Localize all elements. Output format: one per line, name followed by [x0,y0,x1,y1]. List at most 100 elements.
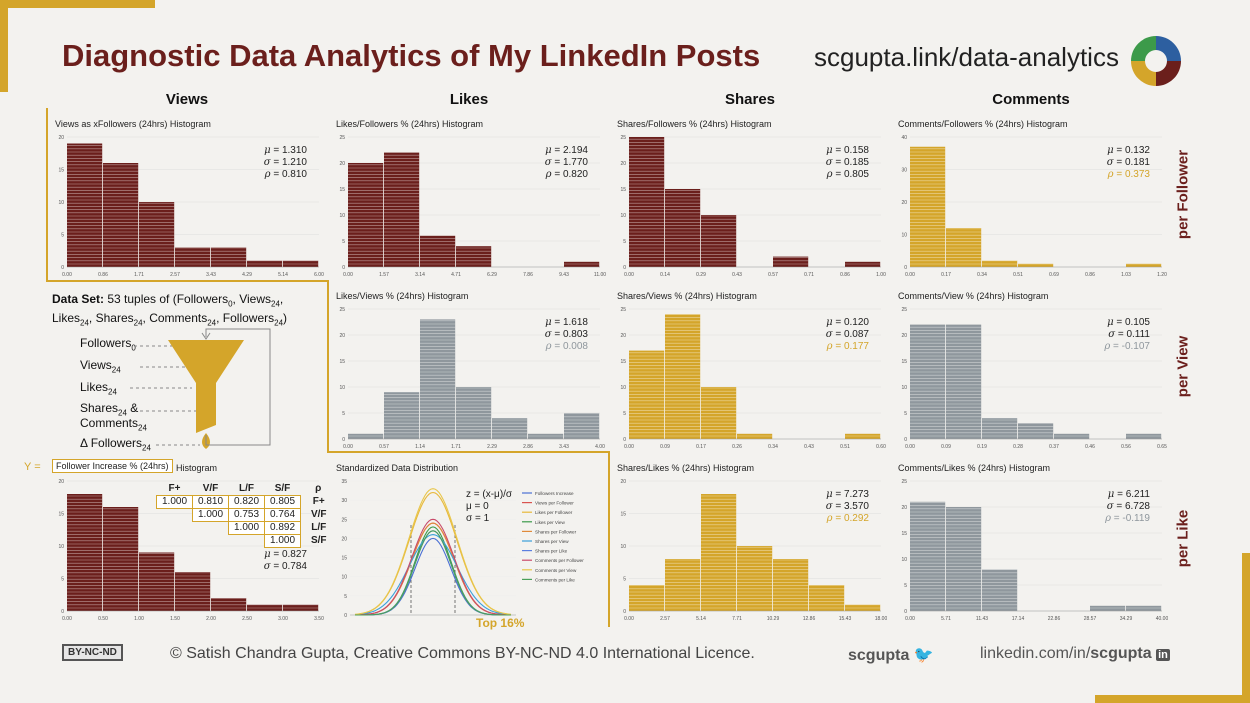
x-tick-label: 3.00 [278,616,288,622]
histogram-title: Comments/Likes % (24hrs) Histogram [898,463,1051,473]
histogram-bar [1126,433,1162,439]
histogram-bar [67,143,103,267]
funnel-label-views: Views24 [80,358,121,375]
x-tick-label: 2.57 [660,616,670,622]
histogram-bar [67,494,103,611]
x-tick-label: 6.29 [487,272,497,278]
x-tick-label: 0.71 [804,272,814,278]
std-title: Standardized Data Distribution [336,463,459,473]
y-tick-label: 15 [620,512,626,518]
x-tick-label: 40.00 [1156,616,1168,622]
corner-accent [0,0,155,8]
x-tick-label: 1.00 [134,616,144,622]
top-percent-label: Top 16% [476,616,525,630]
histogram-bar [1090,605,1126,611]
y-tick-label: 15 [620,187,626,193]
y-tick-label: 5 [623,577,626,583]
licence-text: © Satish Chandra Gupta, Creative Commons… [170,645,755,662]
y-tick-label: 15 [341,556,347,562]
histogram-bar [665,314,701,439]
x-tick-label: 0.00 [62,616,72,622]
x-tick-label: 0.51 [1013,272,1023,278]
corr-cell: 0.820 [228,494,265,509]
x-tick-label: 3.14 [415,272,425,278]
legend-label: Comments per Like [535,577,575,582]
corr-cell: 0.892 [264,520,301,535]
funnel-label-likes: Likes24 [80,380,117,397]
y-tick-label: 30 [341,498,347,504]
histogram-bar [564,261,600,267]
histogram-bar [737,546,773,611]
y-tick-label: 0 [61,265,64,271]
stats-block: μ = 6.211 σ = 6.728 ρ = -0.119 [1105,489,1150,524]
x-tick-label: 1.50 [170,616,180,622]
cc-badge: BY-NC-ND [62,644,123,661]
y-tick-label: 25 [341,517,347,523]
x-tick-label: 0.00 [62,272,72,278]
histogram-title: Likes/Views % (24hrs) Histogram [336,291,469,301]
x-tick-label: 2.86 [523,444,533,450]
histogram-bar [283,604,319,611]
y-tick-label: 40 [901,135,907,141]
x-tick-label: 9.43 [559,272,569,278]
y-tick-label: 20 [901,505,907,511]
stats-block: μ = 2.194 σ = 1.770 ρ = 0.820 [544,145,588,180]
y-tick-label: 20 [58,479,64,485]
y-tick-label: 10 [339,213,345,219]
twitter-handle[interactable]: scgupta 🐦 [848,647,934,664]
stats-block: μ = 1.618 σ = 0.803 ρ = 0.008 [544,317,588,352]
corr-cell: 1.000 [264,533,301,548]
y-equals-label: Y = [24,461,41,473]
site-link[interactable]: scgupta.link/data-analytics [814,42,1119,72]
y-tick-label: 0 [344,613,347,619]
histogram-title: Shares/Likes % (24hrs) Histogram [617,463,755,473]
y-tick-label: 20 [620,479,626,485]
legend-label: Comments per View [535,568,577,573]
x-tick-label: 0.34 [768,444,778,450]
funnel-label-comments: Comments24 [80,416,147,433]
linkedin-link[interactable]: linkedin.com/in/scgupta in [980,645,1170,662]
divider [46,280,328,282]
y-tick-label: 10 [58,544,64,550]
histogram-bar [982,569,1018,611]
y-tick-label: 0 [904,437,907,443]
stats-block: μ = 1.310 σ = 1.210 ρ = 0.810 [263,145,307,180]
y-tick-label: 20 [339,161,345,167]
histogram-bar [103,163,139,267]
histogram-title: Likes/Followers % (24hrs) Histogram [336,119,484,129]
histogram-bar [247,604,283,611]
histogram-bar [701,387,737,439]
histogram-bar [175,572,211,611]
x-tick-label: 0.65 [1157,444,1167,450]
corner-accent [0,0,8,92]
y-tick-label: 0 [904,265,907,271]
x-tick-label: 0.69 [1049,272,1059,278]
histogram-bar [139,202,175,267]
histogram-bar [910,324,946,439]
distribution-curve [355,530,511,616]
funnel-label-delta-followers: Δ Followers24 [80,436,151,453]
x-tick-label: 1.71 [451,444,461,450]
corr-cell: 1.000 [228,520,265,535]
histogram-bar [175,247,211,267]
y-tick-label: 15 [58,168,64,174]
corr-cell: 0.805 [264,494,301,509]
corr-cell: 1.000 [192,507,229,522]
histogram-title: Comments/Followers % (24hrs) Histogram [898,119,1068,129]
corner-accent [1242,553,1250,703]
x-tick-label: 0.50 [98,616,108,622]
x-tick-label: 0.26 [732,444,742,450]
y-tick-label: 25 [901,479,907,485]
y-tick-label: 20 [901,200,907,206]
y-tick-label: 0 [623,265,626,271]
x-tick-label: 11.00 [594,272,606,278]
x-tick-label: 4.29 [242,272,252,278]
histogram-bar [420,235,456,267]
y-tick-label: 5 [61,233,64,239]
x-tick-label: 4.00 [595,444,605,450]
histogram-bar [910,146,946,267]
x-tick-label: 15.43 [839,616,852,622]
y-tick-label: 10 [620,544,626,550]
histogram-bar [348,433,384,439]
corr-cell: L/F [311,522,327,533]
